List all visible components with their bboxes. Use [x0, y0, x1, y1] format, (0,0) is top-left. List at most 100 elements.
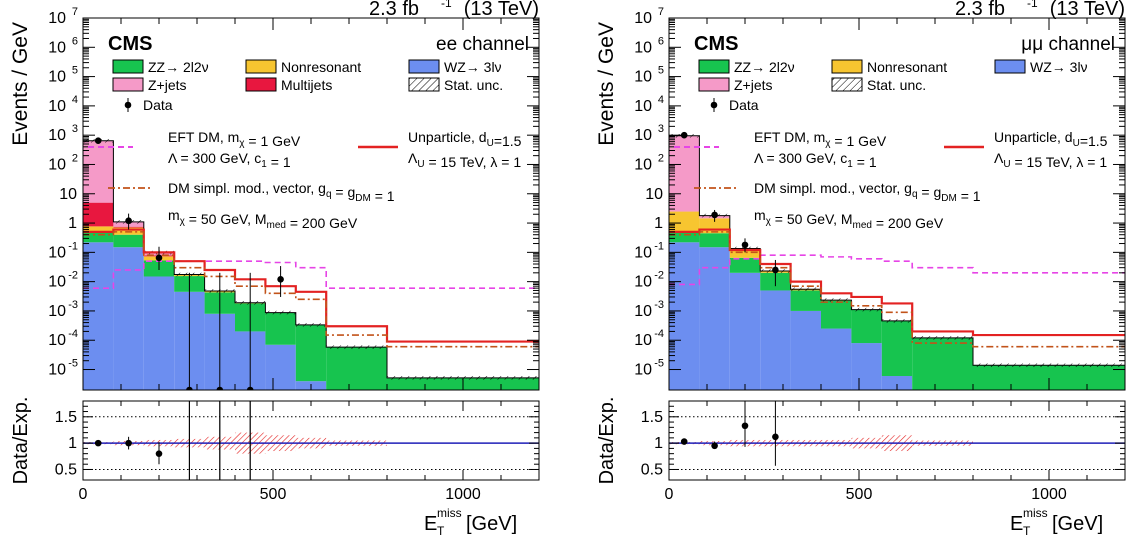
ratio-plot-area: [83, 401, 539, 480]
stack-bar: [790, 310, 821, 390]
stack-bar: [295, 324, 327, 382]
x-axis-title-main: E: [424, 513, 437, 535]
y-tick-label: 10: [645, 186, 663, 203]
legend-swatch: [831, 59, 863, 74]
y-tick-exponent: 2: [658, 152, 664, 164]
y-tick-exponent: -1: [68, 240, 78, 252]
stack-bar: [881, 320, 913, 377]
experiment-label: CMS: [108, 33, 152, 55]
y-tick-exponent: 3: [658, 123, 664, 135]
legend-swatch: [245, 59, 277, 74]
legend-label: Nonresonant: [867, 59, 947, 75]
y-tick-exponent: -2: [68, 270, 78, 282]
y-tick-label: 10: [634, 274, 652, 291]
ratio-y-tick-label: 1: [654, 435, 663, 452]
x-tick-label: 1000: [445, 486, 481, 503]
x-tick-label: 500: [846, 486, 873, 503]
legend-unparticle-label: Unparticle, dU=1.5: [994, 129, 1108, 149]
legend-label: Stat. unc.: [444, 77, 503, 93]
ratio-point: [741, 422, 749, 430]
legend-label: Z+jets: [148, 77, 187, 93]
y-tick-label: 10: [634, 69, 652, 86]
stack-bar: [669, 242, 700, 390]
stack-bar: [669, 211, 700, 233]
y-tick-exponent: 4: [72, 94, 78, 106]
stack-bar: [113, 247, 144, 390]
legend-eft-label: EFT DM, mχ = 1 GeV: [754, 129, 887, 149]
experiment-label: CMS: [694, 33, 738, 55]
y-tick-label: 10: [634, 98, 652, 115]
stat-unc-band: [973, 363, 1125, 368]
legend-swatch: [408, 59, 440, 74]
data-point: [246, 386, 254, 390]
stack-bar: [821, 328, 852, 390]
legend-label: WZ→ 3lν: [1030, 59, 1088, 75]
ratio-y-axis-title: Data/Exp.: [10, 397, 32, 485]
x-axis-title-main: E: [1010, 513, 1023, 535]
stat-unc-band: [295, 323, 327, 327]
legend-swatch: [698, 59, 730, 74]
y-tick-exponent: 7: [658, 6, 664, 18]
x-axis-title-sup: miss: [437, 506, 462, 520]
stack-bar: [83, 140, 114, 203]
channel-label: μμ channel: [1021, 34, 1115, 55]
stat-unc-band: [387, 376, 539, 380]
legend-label: Multijets: [281, 77, 332, 93]
stack-bar: [143, 276, 175, 390]
x-tick-label: 0: [79, 486, 88, 503]
data-point: [125, 217, 132, 225]
y-tick-label: 1: [654, 215, 663, 232]
legend: ZZ→ 2l2ν Nonresonant WZ→ 3lν Z+jets Stat. un…: [674, 59, 1108, 231]
y-tick-label: 10: [634, 244, 652, 261]
y-tick-label: 10: [634, 39, 652, 56]
data-point: [186, 386, 193, 390]
ratio-y-tick-label: 1.5: [641, 409, 663, 426]
y-tick-exponent: 4: [658, 94, 664, 106]
y-tick-exponent: 6: [658, 35, 664, 47]
legend-label: Z+jets: [734, 77, 773, 93]
legend: ZZ→ 2l2ν Nonresonant WZ→ 3lν Z+jets Multijet…: [88, 59, 522, 231]
ratio-y-tick-label: 1: [68, 435, 77, 452]
y-tick-exponent: 7: [72, 6, 78, 18]
stack-bar: [729, 257, 761, 273]
data-point: [741, 241, 749, 249]
y-tick-exponent: 2: [72, 152, 78, 164]
legend-swatch: [994, 59, 1026, 74]
legend-simplified-label-2: mχ = 50 GeV, Mmed = 200 GeV: [168, 207, 358, 231]
y-tick-label: 10: [48, 274, 66, 291]
y-tick-label: 10: [634, 10, 652, 27]
ratio-frame: [668, 400, 1126, 481]
data-point: [216, 386, 224, 390]
y-tick-label: 10: [48, 332, 66, 349]
stat-unc-band: [851, 307, 882, 312]
lumi-exponent: -1: [441, 0, 452, 10]
x-axis-ticks: 0 500 1000: [665, 18, 1126, 503]
y-tick-exponent: 3: [72, 123, 78, 135]
stack-bar: [265, 344, 296, 390]
data-point: [155, 254, 163, 262]
y-tick-exponent: -3: [654, 299, 664, 311]
ratio-panel: 0.5 1 1.5: [55, 400, 540, 481]
y-tick-label: 1: [68, 215, 77, 232]
y-tick-exponent: 6: [72, 35, 78, 47]
y-tick-label: 10: [634, 303, 652, 320]
stack-bar: [881, 376, 913, 390]
y-tick-label: 10: [48, 10, 66, 27]
ratio-y-tick-label: 1.5: [55, 409, 77, 426]
y-tick-exponent: -1: [654, 240, 664, 252]
ratio-point: [772, 433, 779, 441]
data-point: [94, 137, 102, 144]
y-tick-exponent: -5: [654, 358, 664, 370]
legend-unparticle-label: Unparticle, dU=1.5: [408, 129, 522, 149]
y-tick-label: 10: [634, 362, 652, 379]
data-point: [772, 266, 779, 274]
luminosity-label: 2.3 fb -1 (13 TeV): [369, 0, 539, 20]
legend-simplified-label: DM simpl. mod., vector, gq = gDM = 1: [754, 180, 981, 204]
ratio-frame: [82, 400, 540, 481]
legend-label: Nonresonant: [281, 59, 361, 75]
y-axis-title: Events / GeV: [9, 22, 32, 146]
ratio-y-tick-label: 0.5: [641, 461, 663, 478]
